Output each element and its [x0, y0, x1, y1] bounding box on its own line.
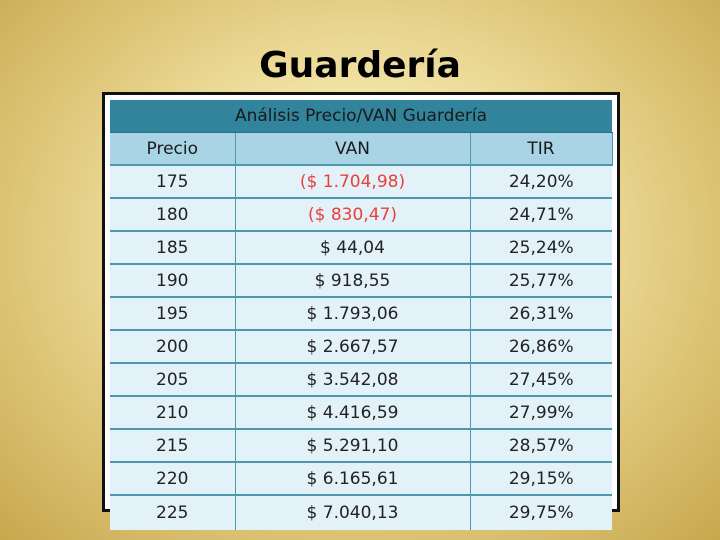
table-caption: Análisis Precio/VAN Guardería: [110, 100, 613, 133]
cell-van: $ 5.291,10: [235, 429, 471, 463]
table-row: 180 ($ 830,47) 24,71%: [110, 198, 613, 232]
cell-precio: 220: [110, 462, 236, 496]
cell-tir: 28,57%: [470, 429, 613, 463]
cell-tir: 24,71%: [470, 198, 613, 232]
cell-tir: 25,77%: [470, 264, 613, 298]
cell-tir: 27,99%: [470, 396, 613, 430]
cell-precio: 200: [110, 330, 236, 364]
analysis-table-frame: Análisis Precio/VAN Guardería Precio VAN…: [102, 92, 620, 530]
cell-tir: 29,75%: [470, 495, 613, 530]
slide-title: Guardería: [259, 45, 461, 86]
cell-precio: 225: [110, 495, 236, 530]
cell-tir: 26,31%: [470, 297, 613, 331]
cell-precio: 180: [110, 198, 236, 232]
cell-precio: 205: [110, 363, 236, 397]
table-row: 215 $ 5.291,10 28,57%: [110, 429, 613, 463]
cell-precio: 175: [110, 165, 236, 199]
table-row: 225 $ 7.040,13 29,75%: [110, 495, 613, 530]
table-row: 195 $ 1.793,06 26,31%: [110, 297, 613, 331]
column-header-van: VAN: [235, 132, 471, 166]
cell-tir: 27,45%: [470, 363, 613, 397]
table-row: 190 $ 918,55 25,77%: [110, 264, 613, 298]
cell-precio: 190: [110, 264, 236, 298]
column-header-tir: TIR: [470, 132, 613, 166]
cell-van: $ 918,55: [235, 264, 471, 298]
cell-precio: 185: [110, 231, 236, 265]
cell-precio: 215: [110, 429, 236, 463]
cell-tir: 29,15%: [470, 462, 613, 496]
cell-van: $ 3.542,08: [235, 363, 471, 397]
cell-van: $ 1.793,06: [235, 297, 471, 331]
cell-precio: 210: [110, 396, 236, 430]
column-header-precio: Precio: [110, 132, 236, 166]
cell-van: ($ 1.704,98): [235, 165, 471, 199]
table-row: 210 $ 4.416,59 27,99%: [110, 396, 613, 430]
cell-tir: 24,20%: [470, 165, 613, 199]
table-row: 185 $ 44,04 25,24%: [110, 231, 613, 265]
table-row: 200 $ 2.667,57 26,86%: [110, 330, 613, 364]
cell-van: ($ 830,47): [235, 198, 471, 232]
cell-van: $ 2.667,57: [235, 330, 471, 364]
table-body: 175 ($ 1.704,98) 24,20% 180 ($ 830,47) 24,71%…: [110, 165, 613, 530]
table-header-row: Precio VAN TIR: [110, 132, 613, 166]
table-row: 220 $ 6.165,61 29,15%: [110, 462, 613, 496]
table-caption-row: Análisis Precio/VAN Guardería: [110, 100, 613, 133]
cell-van: $ 6.165,61: [235, 462, 471, 496]
cell-van: $ 4.416,59: [235, 396, 471, 430]
cell-van: $ 7.040,13: [235, 495, 471, 530]
table-row: 175 ($ 1.704,98) 24,20%: [110, 165, 613, 199]
cell-van: $ 44,04: [235, 231, 471, 265]
cell-precio: 195: [110, 297, 236, 331]
cell-tir: 26,86%: [470, 330, 613, 364]
table-row: 205 $ 3.542,08 27,45%: [110, 363, 613, 397]
cell-tir: 25,24%: [470, 231, 613, 265]
price-van-table: Análisis Precio/VAN Guardería Precio VAN…: [110, 100, 613, 530]
